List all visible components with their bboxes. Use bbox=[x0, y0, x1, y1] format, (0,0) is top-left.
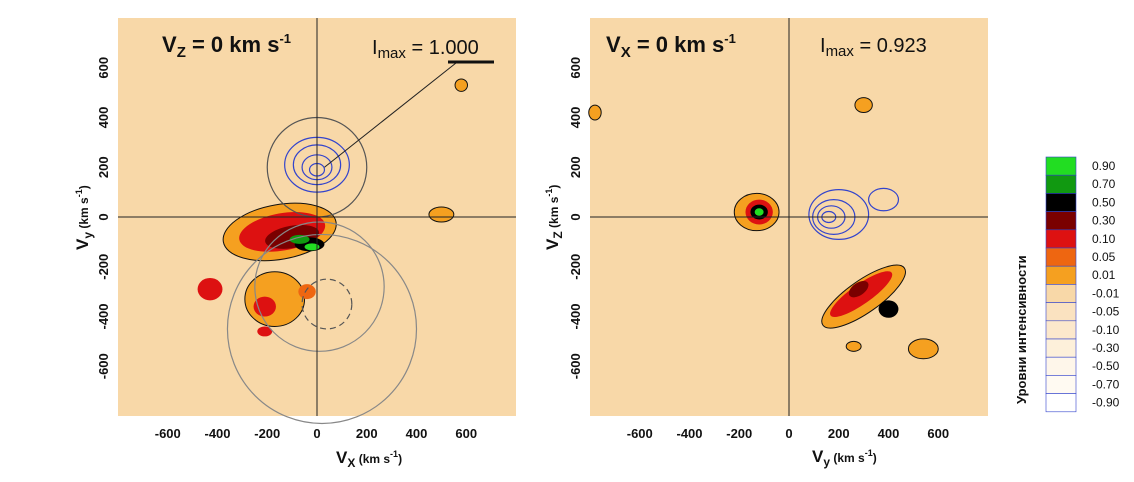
y-tick-label: 200 bbox=[568, 156, 583, 178]
x-tick-labels-1: -600 -400 -200 0 200 400 600 bbox=[155, 426, 477, 441]
legend-label: 0.01 bbox=[1092, 268, 1116, 282]
intensity-legend: 0.90 0.70 0.50 0.30 0.10 0.05 0.01 -0.01 -0.05 -0… bbox=[1014, 156, 1120, 413]
contour-line bbox=[808, 189, 870, 240]
x-tick-label: -600 bbox=[155, 426, 181, 441]
intensity-region bbox=[754, 208, 764, 216]
x-axis-label-2: Vy (km s-1) bbox=[812, 447, 877, 469]
intensity-region bbox=[848, 280, 869, 298]
y-tick-label: -200 bbox=[568, 254, 583, 280]
legend-swatches bbox=[1045, 156, 1077, 413]
legend-title: Уровни интенсивности bbox=[1014, 255, 1029, 404]
x-tick-label: -200 bbox=[726, 426, 752, 441]
x-tick-label: 200 bbox=[356, 426, 378, 441]
legend-swatch bbox=[1045, 302, 1077, 322]
x-tick-label: 400 bbox=[878, 426, 900, 441]
legend-labels: 0.90 0.70 0.50 0.30 0.10 0.05 0.01 -0.01 -0.05 -0… bbox=[1092, 159, 1120, 410]
intensity-region bbox=[454, 78, 468, 92]
legend-label: -0.50 bbox=[1092, 359, 1120, 373]
y-tick-label: 200 bbox=[96, 156, 111, 178]
contour-line bbox=[868, 187, 900, 212]
legend-label: 0.70 bbox=[1092, 177, 1116, 191]
x-tick-labels-2: -600 -400 -200 0 200 400 600 bbox=[627, 426, 949, 441]
legend-swatch bbox=[1045, 247, 1077, 267]
y-axis-label-2: VZ (km s-1) bbox=[543, 185, 565, 250]
y-tick-label: -600 bbox=[568, 353, 583, 379]
intensity-region bbox=[257, 326, 273, 337]
x-tick-label: -200 bbox=[254, 426, 280, 441]
legend-label: 0.30 bbox=[1092, 214, 1116, 228]
contour-line bbox=[254, 221, 385, 352]
intensity-region bbox=[428, 206, 455, 223]
intensity-region bbox=[854, 97, 873, 114]
legend-label: -0.90 bbox=[1092, 396, 1120, 410]
x-axis-label-1: VX (km s-1) bbox=[336, 448, 402, 470]
legend-swatch bbox=[1045, 356, 1077, 376]
legend-label: -0.01 bbox=[1092, 286, 1120, 300]
y-tick-labels-1: 600 400 200 0 -200 -400 -600 bbox=[96, 57, 111, 379]
intensity-region bbox=[244, 271, 306, 327]
y-tick-label: -400 bbox=[568, 303, 583, 329]
legend-swatch bbox=[1045, 193, 1077, 212]
legend-swatch bbox=[1045, 156, 1077, 176]
contour-line bbox=[226, 233, 418, 425]
legend-label: 0.90 bbox=[1092, 159, 1116, 173]
legend-swatch bbox=[1045, 174, 1077, 194]
y-tick-label: -600 bbox=[96, 353, 111, 379]
legend-label: -0.10 bbox=[1092, 323, 1120, 337]
legend-swatch bbox=[1045, 375, 1077, 394]
contour-line bbox=[301, 278, 353, 330]
intensity-region bbox=[304, 243, 320, 251]
x-tick-label: 0 bbox=[785, 426, 792, 441]
legend-swatch bbox=[1045, 320, 1077, 340]
legend-swatch bbox=[1045, 229, 1077, 249]
legend-swatch bbox=[1045, 393, 1077, 413]
intensity-region bbox=[298, 284, 316, 300]
x-tick-label: -400 bbox=[204, 426, 230, 441]
intensity-regions-1 bbox=[197, 78, 468, 337]
intensity-region bbox=[289, 234, 310, 244]
y-tick-labels-2: 600 400 200 0 -200 -400 -600 bbox=[568, 57, 583, 379]
x-tick-label: 400 bbox=[406, 426, 428, 441]
intensity-regions-2 bbox=[588, 97, 939, 360]
imax-label-2: Imax = 0.923 bbox=[820, 35, 927, 60]
y-tick-label: 0 bbox=[568, 213, 583, 220]
panel-vz: -600 -400 -200 0 200 400 600 600 400 200 0 -200 -40… bbox=[73, 18, 516, 470]
panel-title-1: VZ = 0 km s-1 bbox=[162, 31, 291, 61]
legend-label: 0.50 bbox=[1092, 195, 1116, 209]
legend-label: 0.10 bbox=[1092, 232, 1116, 246]
x-tick-label: 200 bbox=[828, 426, 850, 441]
x-tick-label: 0 bbox=[313, 426, 320, 441]
intensity-region bbox=[878, 300, 899, 318]
x-tick-label: -400 bbox=[676, 426, 702, 441]
legend-swatch bbox=[1045, 265, 1077, 285]
legend-label: -0.05 bbox=[1092, 305, 1120, 319]
y-tick-label: 400 bbox=[568, 107, 583, 129]
y-tick-label: 400 bbox=[96, 107, 111, 129]
x-tick-label: 600 bbox=[927, 426, 949, 441]
intensity-region bbox=[845, 340, 862, 352]
intensity-region bbox=[197, 277, 223, 301]
y-tick-label: -400 bbox=[96, 303, 111, 329]
legend-swatch bbox=[1045, 284, 1077, 303]
legend-label: -0.70 bbox=[1092, 377, 1120, 391]
legend-swatch bbox=[1045, 338, 1077, 358]
y-tick-label: 600 bbox=[96, 57, 111, 79]
imax-label-1: Imax = 1.000 bbox=[372, 37, 479, 62]
intensity-region bbox=[907, 338, 939, 360]
y-tick-label: 0 bbox=[96, 213, 111, 220]
panel-vx: -600 -400 -200 0 200 400 600 600 400 200 0 -200 -40… bbox=[543, 18, 988, 469]
intensity-region bbox=[253, 296, 276, 317]
x-tick-label: 600 bbox=[455, 426, 477, 441]
y-axis-label-1: Vy (km s-1) bbox=[73, 185, 95, 250]
legend-label: 0.05 bbox=[1092, 250, 1116, 264]
x-tick-label: -600 bbox=[627, 426, 653, 441]
imax-pointer-line bbox=[324, 62, 457, 168]
panel-title-2: VX = 0 km s-1 bbox=[606, 31, 736, 61]
intensity-region bbox=[588, 104, 602, 121]
legend-label: -0.30 bbox=[1092, 341, 1120, 355]
y-tick-label: 600 bbox=[568, 57, 583, 79]
y-tick-label: -200 bbox=[96, 254, 111, 280]
legend-swatch bbox=[1045, 211, 1077, 231]
